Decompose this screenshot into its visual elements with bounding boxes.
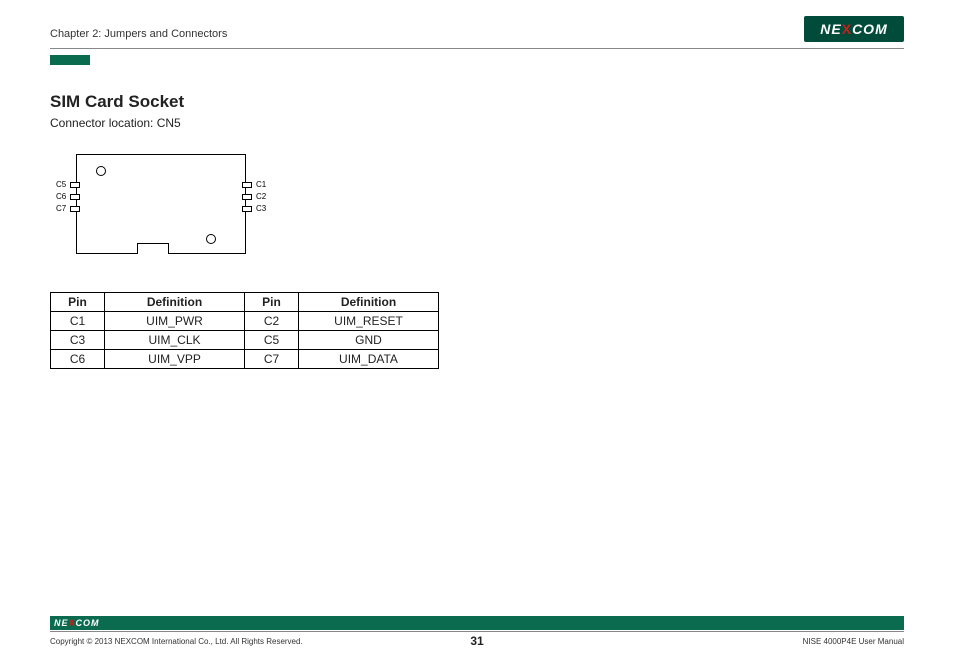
col-header: Pin (51, 293, 105, 312)
cell: UIM_PWR (105, 312, 245, 331)
pad-label: C1 (256, 180, 266, 189)
cell: UIM_DATA (299, 350, 439, 369)
cell: C1 (51, 312, 105, 331)
page: Chapter 2: Jumpers and Connectors NEXCOM… (0, 0, 954, 672)
pad-label: C2 (256, 192, 266, 201)
logo-x: X (69, 618, 76, 628)
pad-label: C7 (56, 204, 66, 213)
section-subtitle: Connector location: CN5 (50, 116, 904, 130)
cell: C3 (51, 331, 105, 350)
pad-c2 (242, 194, 252, 200)
cell: C6 (51, 350, 105, 369)
table-header-row: Pin Definition Pin Definition (51, 293, 439, 312)
pin-definition-table: Pin Definition Pin Definition C1 UIM_PWR… (50, 292, 439, 369)
logo-x: X (842, 21, 852, 37)
mounting-hole-icon (96, 166, 106, 176)
footer-rule (50, 631, 904, 632)
col-header: Pin (245, 293, 299, 312)
footer-doc-title: NISE 4000P4E User Manual (803, 637, 904, 646)
cell: UIM_VPP (105, 350, 245, 369)
footer-logo: NEXCOM (54, 618, 100, 628)
logo-post: COM (76, 618, 100, 628)
logo-pre: NE (54, 618, 69, 628)
logo-pre: NE (820, 21, 841, 37)
cell: C7 (245, 350, 299, 369)
col-header: Definition (299, 293, 439, 312)
cell: UIM_CLK (105, 331, 245, 350)
pad-c5 (70, 182, 80, 188)
main-content: SIM Card Socket Connector location: CN5 … (50, 92, 904, 369)
table-row: C1 UIM_PWR C2 UIM_RESET (51, 312, 439, 331)
chapter-title: Chapter 2: Jumpers and Connectors (50, 28, 227, 40)
pad-label: C5 (56, 180, 66, 189)
pad-c1 (242, 182, 252, 188)
footer-bar: NEXCOM (50, 616, 904, 630)
cell: C2 (245, 312, 299, 331)
cell: GND (299, 331, 439, 350)
footer-corner-icon (890, 616, 904, 630)
cell: C5 (245, 331, 299, 350)
cell: UIM_RESET (299, 312, 439, 331)
brand-logo-text: NEXCOM (820, 21, 887, 37)
pad-c7 (70, 206, 80, 212)
pad-c3 (242, 206, 252, 212)
pad-label: C3 (256, 204, 266, 213)
table-row: C3 UIM_CLK C5 GND (51, 331, 439, 350)
col-header: Definition (105, 293, 245, 312)
header-rule (50, 48, 904, 49)
sim-socket-diagram: C5 C6 C7 C1 C2 C3 (56, 154, 266, 262)
logo-post: COM (852, 21, 888, 37)
table-row: C6 UIM_VPP C7 UIM_DATA (51, 350, 439, 369)
pad-c6 (70, 194, 80, 200)
mounting-hole-icon (206, 234, 216, 244)
section-title: SIM Card Socket (50, 92, 904, 112)
pad-label: C6 (56, 192, 66, 201)
brand-logo: NEXCOM (804, 16, 904, 42)
header-accent-bar (50, 55, 90, 65)
